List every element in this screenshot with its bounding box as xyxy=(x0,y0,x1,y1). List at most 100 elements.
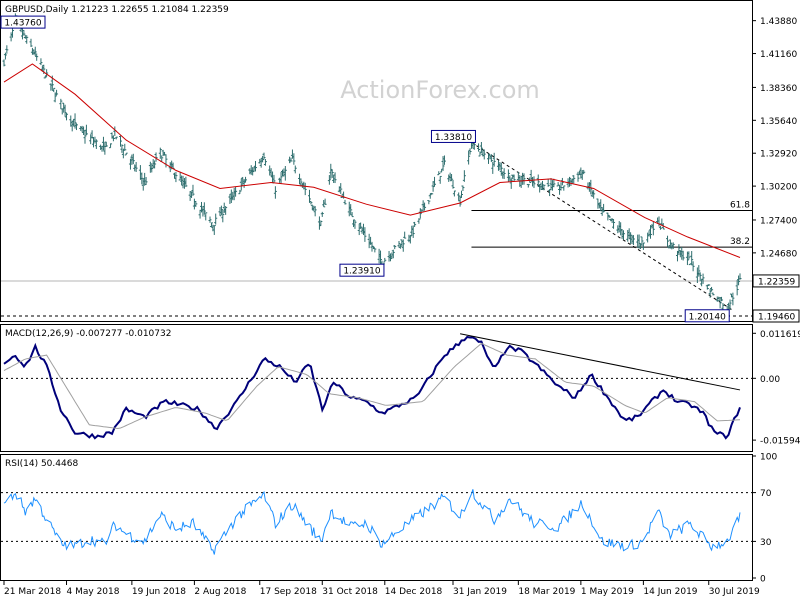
price-bar xyxy=(174,171,178,183)
price-bar xyxy=(698,272,702,282)
macd-header: MACD(12,26,9) -0.007277 -0.010732 xyxy=(5,329,171,339)
price-bar xyxy=(94,139,98,149)
price-bar xyxy=(710,286,714,292)
price-bar xyxy=(124,152,128,156)
price-bar xyxy=(154,152,158,162)
annotation-box xyxy=(339,263,385,277)
price-bar xyxy=(289,157,293,162)
price-bar xyxy=(479,142,483,154)
price-bar xyxy=(119,135,123,147)
price-bar xyxy=(468,148,472,155)
price-bar xyxy=(208,216,212,223)
price-bar xyxy=(506,169,510,183)
price-bar xyxy=(677,244,681,256)
price-bar xyxy=(111,135,115,142)
price-bar xyxy=(224,206,228,215)
price-bar xyxy=(65,113,69,121)
price-bar xyxy=(430,192,434,195)
price-bar xyxy=(411,225,415,238)
price-bar xyxy=(572,175,576,184)
price-bar xyxy=(438,175,442,184)
price-tick-1-19460: 1.19460 xyxy=(758,313,795,323)
price-bar xyxy=(303,182,307,196)
price-tick-1-30200: 1.30200 xyxy=(760,183,797,193)
price-bar xyxy=(489,154,493,163)
price-tick-1-43880: 1.43880 xyxy=(760,17,797,27)
price-bar xyxy=(292,153,296,165)
price-bar xyxy=(681,250,685,261)
fib-label-38-2: 38.2 xyxy=(730,237,750,247)
price-bar xyxy=(153,160,157,169)
price-bar xyxy=(559,182,563,191)
price-bar xyxy=(262,152,266,160)
price-bar xyxy=(589,179,593,195)
price-bar xyxy=(22,29,26,36)
annotation-1-33810: 1.33810 xyxy=(430,129,476,143)
price-bar xyxy=(202,202,206,215)
price-bar xyxy=(209,222,213,228)
x-tick-label: 31 Oct 2018 xyxy=(322,587,378,597)
price-bar xyxy=(349,204,353,215)
rsi-layer: 100 70 30 0 xyxy=(1,453,777,585)
price-bar xyxy=(352,219,356,228)
annotation-box xyxy=(0,15,46,29)
price-bar xyxy=(621,230,625,240)
price-bar xyxy=(707,284,711,287)
price-bar xyxy=(658,225,662,230)
price-bar xyxy=(562,185,566,191)
price-bar xyxy=(299,178,303,187)
price-bar xyxy=(461,185,465,192)
price-bar xyxy=(212,225,216,235)
price-bar xyxy=(450,174,454,182)
price-bar xyxy=(428,193,432,199)
price-bar xyxy=(735,280,739,296)
x-tick-label: 2 Aug 2018 xyxy=(194,587,246,597)
price-bar xyxy=(492,152,496,167)
macd-panel-frame xyxy=(0,324,753,452)
annotation-1-43760: 1.43760 xyxy=(0,15,46,29)
price-bar xyxy=(144,177,148,186)
price-bar xyxy=(502,168,506,180)
price-bar xyxy=(701,273,705,284)
price-bar xyxy=(63,104,67,117)
price-bar xyxy=(238,189,242,195)
moving-average-line xyxy=(3,63,741,258)
price-bar xyxy=(84,124,88,136)
price-tick-1-38360: 1.38360 xyxy=(760,84,797,94)
price-tick-1-22359: 1.22359 xyxy=(758,277,795,287)
current-price-marker: 1.22359 xyxy=(752,274,800,288)
price-bar xyxy=(263,158,267,166)
price-bar xyxy=(131,153,135,165)
price-bar xyxy=(437,171,441,176)
price-bar xyxy=(43,76,47,79)
price-tick-1-24680: 1.24680 xyxy=(760,249,797,259)
price-bar xyxy=(720,296,724,302)
price-bar xyxy=(273,186,277,199)
price-bar xyxy=(244,176,248,183)
price-bar xyxy=(218,207,222,217)
price-bar xyxy=(293,165,297,174)
price-bar xyxy=(602,203,606,213)
price-bar xyxy=(150,163,154,173)
price-bar xyxy=(55,89,59,96)
price-bar xyxy=(522,173,526,185)
price-bar xyxy=(330,169,334,178)
price-bar xyxy=(320,211,324,217)
price-bar xyxy=(5,45,9,54)
macd-layer: 0.011619 0.00 -0.015949 xyxy=(1,330,800,447)
macd-tick-label: 0.011619 xyxy=(760,330,800,340)
x-tick-label: 14 Dec 2018 xyxy=(385,587,443,597)
x-tick-label: 21 Mar 2018 xyxy=(4,587,61,597)
price-tick-1-35640: 1.35640 xyxy=(760,117,797,127)
price-bar xyxy=(401,239,405,252)
price-bar xyxy=(452,190,456,197)
price-bar xyxy=(33,46,37,57)
price-bar xyxy=(319,220,323,227)
price-bar xyxy=(607,214,611,218)
price-bar xyxy=(219,205,223,215)
price-bar xyxy=(737,275,741,286)
x-tick-label: 31 Jan 2019 xyxy=(453,587,507,597)
x-tick-label: 30 Jul 2019 xyxy=(709,587,760,597)
x-axis: 21 Mar 2018 4 May 2018 19 Jun 2018 2 Aug 20… xyxy=(3,581,760,597)
x-tick-label: 17 Sep 2018 xyxy=(260,587,317,597)
